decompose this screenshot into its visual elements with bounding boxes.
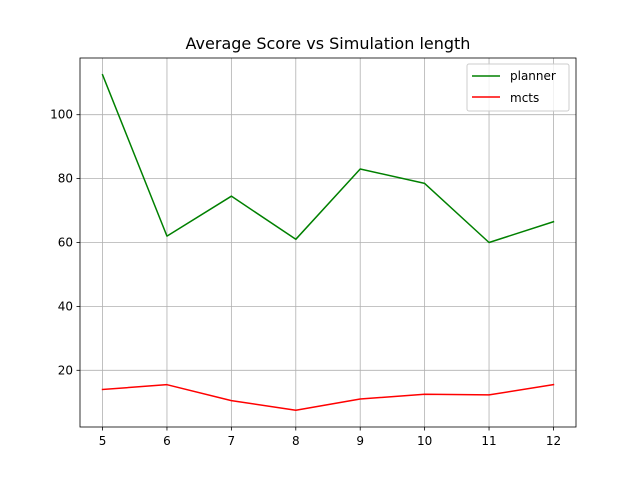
legend-label-planner: planner bbox=[510, 69, 556, 83]
y-tick-label: 20 bbox=[58, 363, 73, 377]
y-tick-label: 100 bbox=[50, 108, 73, 122]
series-line-planner bbox=[101, 73, 555, 244]
x-tick-label: 5 bbox=[99, 434, 107, 448]
legend: planner mcts bbox=[466, 63, 570, 112]
x-tick-label: 10 bbox=[417, 434, 432, 448]
y-tick-label: 40 bbox=[58, 299, 73, 313]
x-tick-label: 11 bbox=[481, 434, 496, 448]
legend-label-mcts: mcts bbox=[510, 91, 539, 105]
series-lines bbox=[101, 73, 555, 411]
x-axis: 5 6 7 8 9 10 11 12 bbox=[99, 427, 561, 448]
series-line-mcts bbox=[101, 383, 555, 411]
x-tick-label: 8 bbox=[292, 434, 300, 448]
grid bbox=[80, 58, 576, 427]
y-tick-label: 60 bbox=[58, 236, 73, 250]
y-tick-label: 80 bbox=[58, 172, 73, 186]
x-tick-label: 9 bbox=[356, 434, 364, 448]
y-axis: 20 40 60 80 100 bbox=[50, 108, 80, 377]
x-tick-label: 7 bbox=[228, 434, 236, 448]
x-tick-label: 12 bbox=[546, 434, 561, 448]
x-tick-label: 6 bbox=[163, 434, 171, 448]
chart-title: Average Score vs Simulation length bbox=[186, 34, 471, 53]
